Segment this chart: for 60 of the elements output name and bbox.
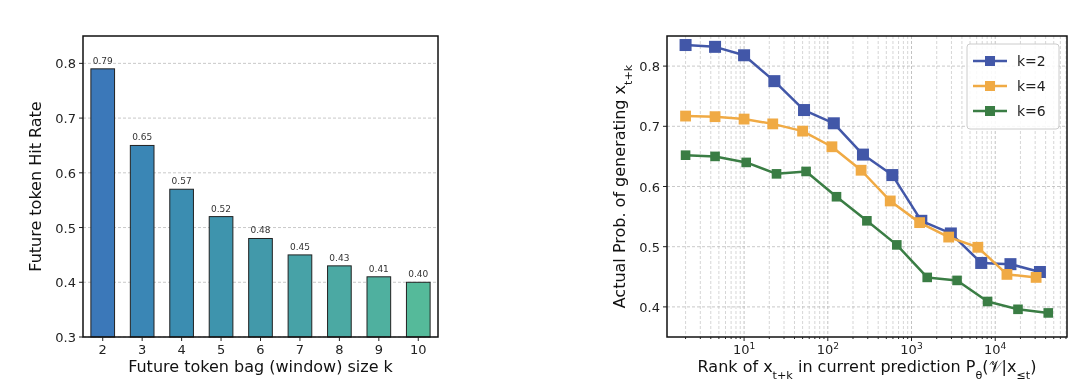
point <box>826 141 838 153</box>
data-label: 0.48 <box>250 225 271 236</box>
x-tick-label: 5 <box>216 342 226 357</box>
point <box>827 117 840 130</box>
legend-label: k=4 <box>1017 78 1046 94</box>
y-tick-label: 0.7 <box>639 119 660 135</box>
x-axis-title: Future token bag (window) size k <box>128 357 394 376</box>
x-tick-label: 8 <box>335 342 344 357</box>
data-label: 0.57 <box>171 176 192 187</box>
x-tick-label: 2 <box>98 342 107 357</box>
legend-label: k=2 <box>1017 53 1046 69</box>
x-tick-label: 10$^{2}$ <box>816 341 839 357</box>
x-tick-label: 10$^{1}$ <box>732 341 756 357</box>
x-tick-label: 7 <box>295 342 305 357</box>
point <box>975 256 988 269</box>
x-tick-label: 10$^{3}$ <box>900 341 923 357</box>
point <box>680 150 691 160</box>
data-label: 0.65 <box>132 132 153 143</box>
point <box>855 164 867 176</box>
y-tick-label: 0.4 <box>639 299 660 315</box>
point <box>768 75 781 88</box>
y-tick-label: 0.8 <box>55 56 76 72</box>
data-label: 0.45 <box>289 241 310 252</box>
y-tick-label: 0.6 <box>55 165 76 181</box>
legend-label: k=6 <box>1017 103 1046 119</box>
data-label: 0.40 <box>408 269 429 280</box>
data-label: 0.52 <box>211 203 232 214</box>
point <box>1004 258 1017 271</box>
data-label: 0.79 <box>92 55 114 66</box>
y-tick-label: 0.6 <box>639 179 660 195</box>
y-axis-title: Future token Hit Rate <box>26 101 45 272</box>
point <box>679 39 692 52</box>
point <box>943 231 955 243</box>
point <box>886 169 899 182</box>
point <box>797 125 808 137</box>
x-tick-label: 10 <box>410 342 427 357</box>
point <box>680 110 691 122</box>
x-tick-label: 4 <box>177 342 186 357</box>
y-tick-label: 0.5 <box>639 239 660 255</box>
x-tick-label: 10$^{4}$ <box>984 341 1007 357</box>
point <box>856 148 869 161</box>
x-axis-title: Rank of x$_{t+k}$ in current prediction P$_{θ}$(𝒱|x$_{≤t}$) <box>697 357 1037 382</box>
x-tick-label: 6 <box>256 342 265 357</box>
point <box>710 151 720 162</box>
y-tick-label: 0.7 <box>55 111 76 127</box>
point <box>709 40 722 53</box>
point <box>767 118 779 130</box>
point <box>709 111 721 123</box>
point <box>738 49 751 62</box>
y-tick-label: 0.3 <box>55 330 76 345</box>
x-tick-label: 9 <box>374 342 383 357</box>
point <box>798 104 811 117</box>
data-label: 0.43 <box>329 252 350 263</box>
point <box>741 157 751 168</box>
x-tick-label: 3 <box>138 342 147 357</box>
y-tick-label: 0.4 <box>55 275 76 291</box>
point <box>884 195 896 207</box>
data-label: 0.41 <box>368 263 389 274</box>
y-tick-label: 0.8 <box>639 59 660 75</box>
y-tick-label: 0.5 <box>55 220 76 236</box>
